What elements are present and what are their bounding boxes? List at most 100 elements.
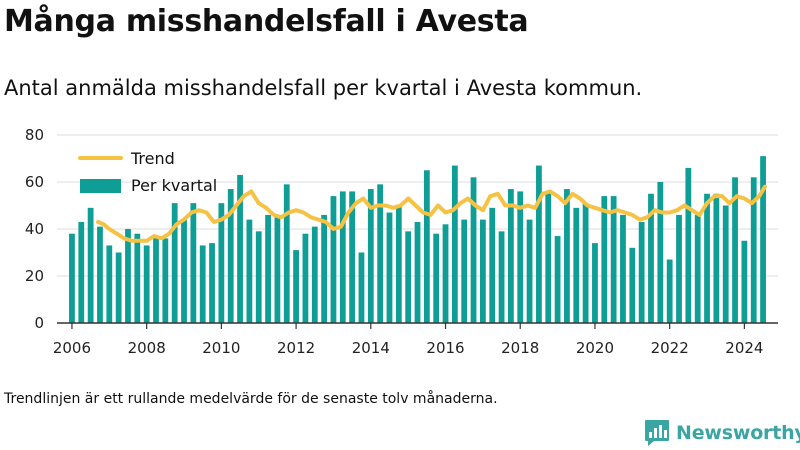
bar <box>704 193 710 323</box>
brand-logo: Newsworthy <box>644 418 800 448</box>
x-tick-label: 2020 <box>576 339 614 357</box>
bar <box>115 252 122 323</box>
bar <box>442 224 449 323</box>
bar <box>265 214 271 323</box>
legend-bar-label: Per kvartal <box>131 176 217 195</box>
bar <box>722 205 729 323</box>
x-tick-label: 2014 <box>352 339 390 357</box>
bar <box>741 240 748 323</box>
page-subtitle: Antal anmälda misshandelsfall per kvarta… <box>4 76 643 100</box>
bar <box>330 196 337 323</box>
bar <box>629 247 636 323</box>
bar <box>125 229 131 323</box>
bar <box>227 189 234 323</box>
bar <box>395 205 402 323</box>
bar <box>685 167 692 323</box>
bar <box>526 219 533 323</box>
bar <box>293 250 299 323</box>
bar <box>713 193 720 323</box>
bar <box>638 221 645 323</box>
x-tick-label: 2018 <box>501 339 539 357</box>
bar <box>199 245 206 323</box>
legend: Trend Per kvartal <box>78 149 217 195</box>
x-tick-label: 2012 <box>277 339 315 357</box>
bar <box>694 214 701 323</box>
bar <box>311 226 318 323</box>
bar <box>106 245 113 323</box>
bar <box>592 243 598 323</box>
bar <box>171 203 178 323</box>
y-tick-label: 80 <box>25 126 44 144</box>
bar <box>78 221 85 323</box>
bar <box>386 212 393 323</box>
trend-line <box>96 184 767 243</box>
x-tick-label: 2006 <box>53 339 91 357</box>
brand-name: Newsworthy <box>676 422 800 444</box>
bar <box>321 214 328 323</box>
bar <box>489 207 496 323</box>
y-tick-label: 20 <box>25 267 44 285</box>
y-tick-label: 60 <box>25 173 44 191</box>
bar <box>405 231 412 323</box>
bar <box>545 191 552 323</box>
bar <box>87 207 94 323</box>
bar <box>676 214 682 323</box>
bar <box>209 243 215 323</box>
newsworthy-logo-icon <box>645 420 669 446</box>
x-tick-label: 2022 <box>651 339 689 357</box>
bar <box>648 193 654 323</box>
legend-trend-label: Trend <box>130 149 175 168</box>
x-tick-label: 2024 <box>725 339 763 357</box>
bar <box>97 226 103 323</box>
bar <box>536 165 542 323</box>
bar-chart: 0 20 40 60 80 2006 2008 2010 2012 2014 2016 2018 20… <box>25 126 778 357</box>
bar <box>190 203 197 323</box>
bar <box>507 189 514 323</box>
y-tick-label: 0 <box>34 314 44 332</box>
bar <box>246 219 253 323</box>
bar <box>218 203 225 323</box>
bar <box>461 219 468 323</box>
bar <box>657 182 664 323</box>
bars-per-kvartal <box>69 156 766 323</box>
bar <box>517 191 524 323</box>
x-tick-label: 2008 <box>128 339 166 357</box>
bar <box>760 156 766 323</box>
bar <box>143 245 150 323</box>
page-title: Många misshandelsfall i Avesta <box>4 4 529 39</box>
bar <box>414 221 421 323</box>
bar <box>573 207 580 323</box>
bar <box>134 233 141 323</box>
bar <box>601 196 608 323</box>
bar <box>349 191 356 323</box>
bar <box>358 252 365 323</box>
bar <box>377 184 384 323</box>
bar <box>750 177 757 323</box>
x-tick-label: 2010 <box>202 339 240 357</box>
bar <box>339 191 346 323</box>
bar <box>69 233 75 323</box>
bar <box>564 189 570 323</box>
bar <box>582 203 589 323</box>
bar <box>479 219 486 323</box>
y-tick-label: 40 <box>25 220 44 238</box>
bar <box>470 177 477 323</box>
bar <box>423 170 430 323</box>
bar <box>237 174 243 323</box>
bar <box>620 214 626 323</box>
bar <box>554 236 561 323</box>
y-axis-ticks: 0 20 40 60 80 <box>25 126 44 332</box>
bar <box>162 238 169 323</box>
bar <box>153 236 159 323</box>
bar <box>283 184 290 323</box>
bar <box>498 231 505 323</box>
bar <box>274 217 281 323</box>
bar <box>181 219 187 323</box>
bar <box>433 233 440 323</box>
bar <box>610 196 617 323</box>
x-tick-label: 2016 <box>426 339 464 357</box>
bar <box>367 189 374 323</box>
bar <box>255 231 262 323</box>
legend-bar-swatch <box>80 179 121 193</box>
footnote: Trendlinjen är ett rullande medelvärde f… <box>4 391 498 407</box>
